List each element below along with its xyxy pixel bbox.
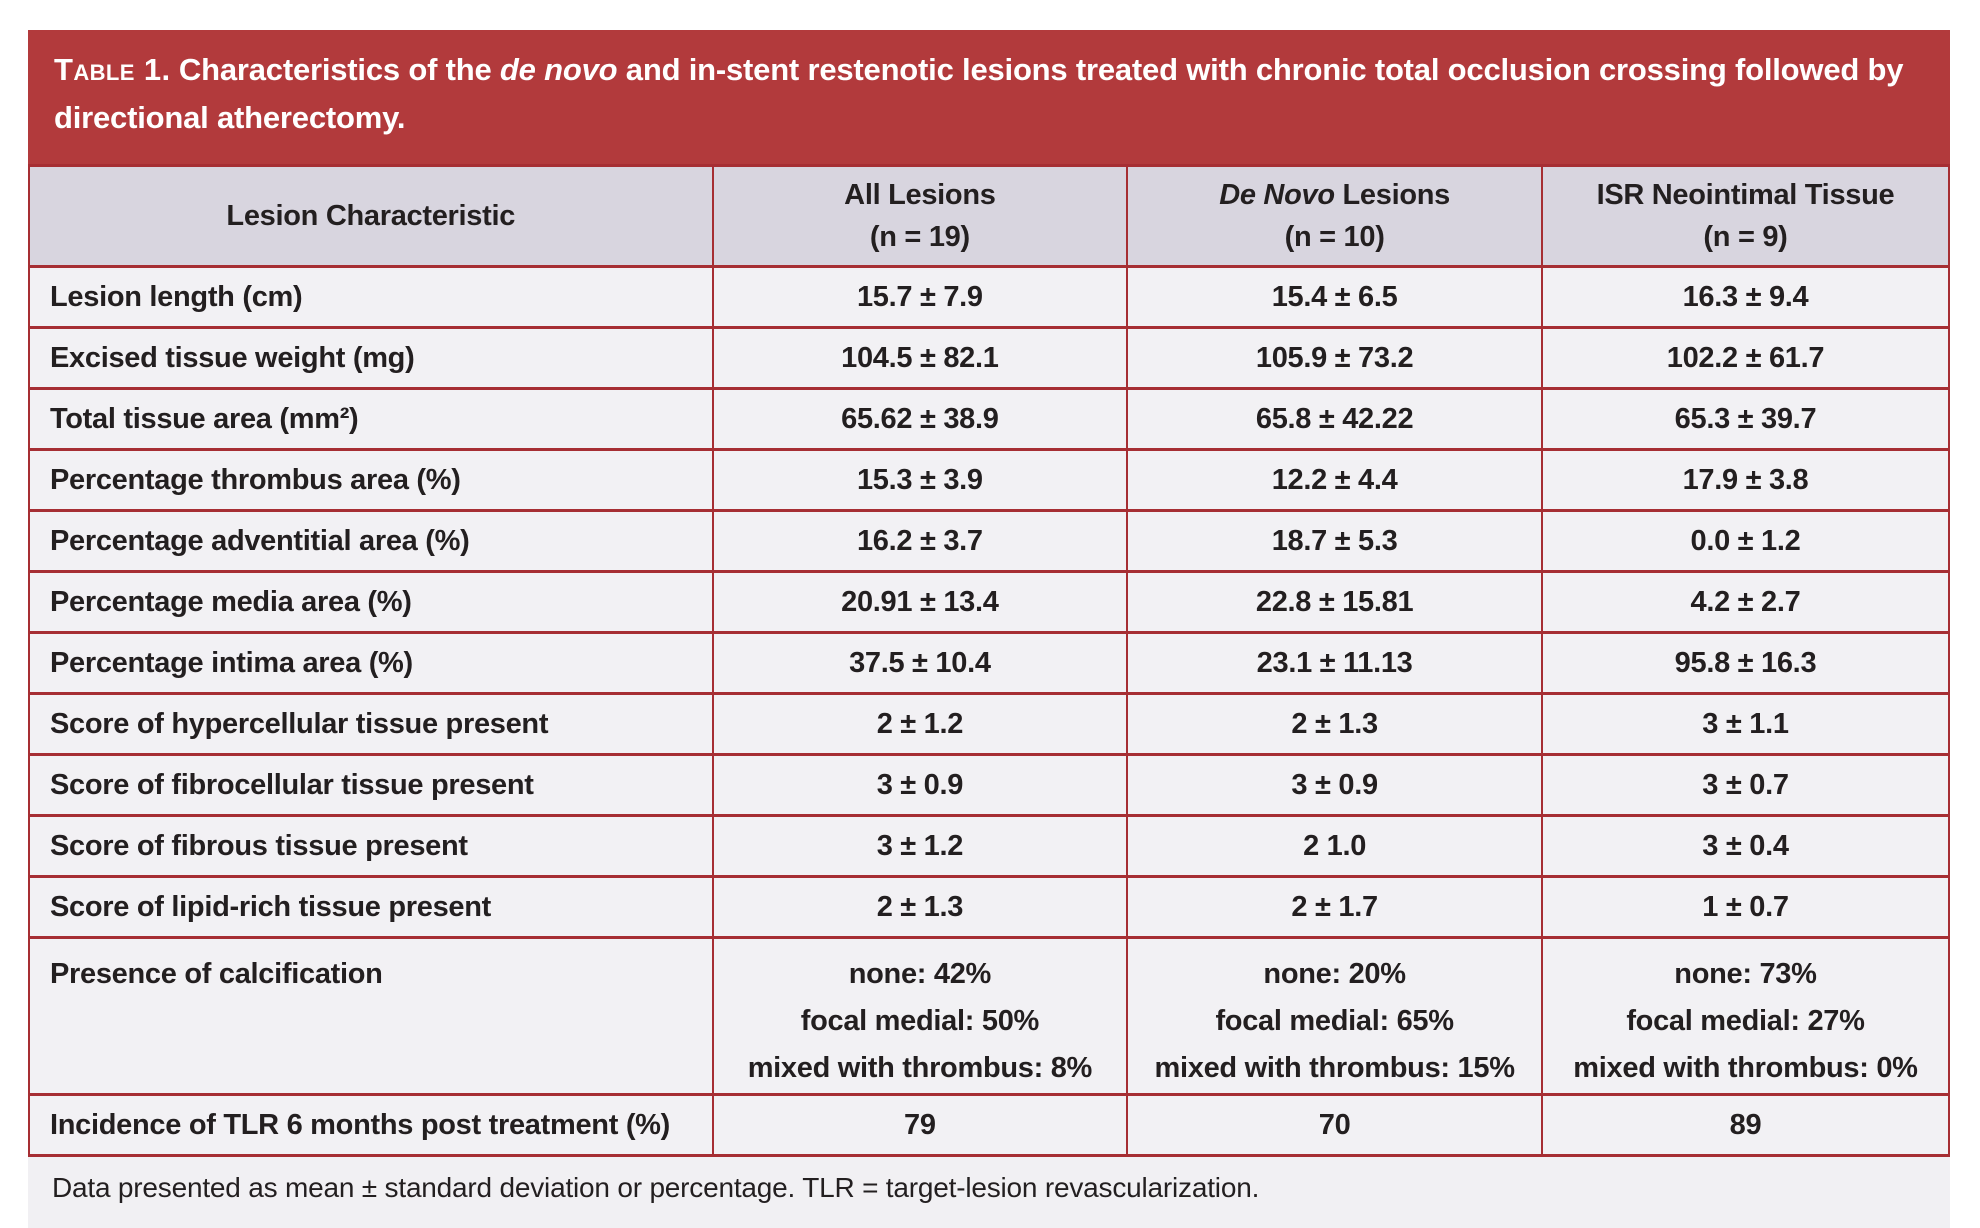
lesion-characteristics-table: Lesion Characteristic All Lesions (n = 1… [28, 164, 1951, 1157]
value-cell-all: 16.2 ± 3.7 [711, 509, 1129, 574]
row-label-cell: Presence of calcification [28, 936, 714, 1096]
value-cell-isr: 102.2 ± 61.7 [1540, 326, 1951, 391]
value-cell-all: 20.91 ± 13.4 [711, 570, 1129, 635]
table-footnote: Data presented as mean ± standard deviat… [28, 1157, 1950, 1228]
table-row: Score of lipid-rich tissue present 2 ± 1… [28, 875, 1951, 940]
row-label-cell: Incidence of TLR 6 months post treatment… [28, 1093, 714, 1157]
value-cell-de-novo: 65.8 ± 42.22 [1126, 387, 1543, 452]
value-cell-de-novo: 2 1.0 [1126, 814, 1543, 879]
value-cell-de-novo: 3 ± 0.9 [1126, 753, 1543, 818]
table-row: Percentage intima area (%) 37.5 ± 10.4 2… [28, 631, 1951, 696]
value-cell-all: 65.62 ± 38.9 [711, 387, 1129, 452]
value-cell-all: 15.7 ± 7.9 [711, 265, 1129, 330]
value-cell-de-novo: 15.4 ± 6.5 [1126, 265, 1543, 330]
value-cell-de-novo: 22.8 ± 15.81 [1126, 570, 1543, 635]
column-header-all-lesions: All Lesions (n = 19) [711, 164, 1129, 269]
table-number: Table 1. [54, 52, 171, 87]
table-row: Score of fibrocellular tissue present 3 … [28, 753, 1951, 818]
column-header-lesion-characteristic: Lesion Characteristic [28, 164, 714, 269]
value-cell-isr: 95.8 ± 16.3 [1540, 631, 1951, 696]
table-title-text-2: and in-stent restenotic lesions treated … [54, 52, 1904, 136]
row-label-cell: Lesion length (cm) [28, 265, 714, 330]
header-row: Lesion Characteristic All Lesions (n = 1… [28, 164, 1951, 269]
row-label-cell: Total tissue area (mm²) [28, 387, 714, 452]
table-title-text-1: Characteristics of the [170, 52, 500, 87]
value-cell-all: 3 ± 0.9 [711, 753, 1129, 818]
value-cell-de-novo: 12.2 ± 4.4 [1126, 448, 1543, 513]
value-cell-all: none: 42% focal medial: 50% mixed with t… [711, 936, 1129, 1096]
table-title: Table 1. Characteristics of the de novo … [28, 30, 1950, 165]
table-figure: Table 1. Characteristics of the de novo … [28, 30, 1951, 1228]
row-label-cell: Score of lipid-rich tissue present [28, 875, 714, 940]
value-cell-all: 37.5 ± 10.4 [711, 631, 1129, 696]
value-cell-isr: 3 ± 0.4 [1540, 814, 1951, 879]
table-title-italic: de novo [499, 52, 618, 87]
row-label-cell: Percentage intima area (%) [28, 631, 714, 696]
row-label-cell: Percentage media area (%) [28, 570, 714, 635]
value-cell-isr: 17.9 ± 3.8 [1540, 448, 1951, 513]
table-row-calcification: Presence of calcification none: 42% foca… [28, 936, 1951, 1096]
table-row: Percentage media area (%) 20.91 ± 13.4 2… [28, 570, 1951, 635]
value-cell-all: 104.5 ± 82.1 [711, 326, 1129, 391]
table-row-tlr: Incidence of TLR 6 months post treatment… [28, 1093, 1951, 1157]
table-row: Score of hypercellular tissue present 2 … [28, 692, 1951, 757]
table-row: Score of fibrous tissue present 3 ± 1.2 … [28, 814, 1951, 879]
table-row: Percentage adventitial area (%) 16.2 ± 3… [28, 509, 1951, 574]
value-cell-de-novo: none: 20% focal medial: 65% mixed with t… [1126, 936, 1543, 1096]
value-cell-de-novo: 2 ± 1.7 [1126, 875, 1543, 940]
value-cell-isr: 3 ± 0.7 [1540, 753, 1951, 818]
column-header-de-novo-lesions: De Novo Lesions (n = 10) [1126, 164, 1543, 269]
column-header-isr-neointimal-tissue: ISR Neointimal Tissue (n = 9) [1540, 164, 1951, 269]
value-cell-isr: 65.3 ± 39.7 [1540, 387, 1951, 452]
value-cell-all: 15.3 ± 3.9 [711, 448, 1129, 513]
value-cell-isr: 1 ± 0.7 [1540, 875, 1951, 940]
value-cell-de-novo: 23.1 ± 11.13 [1126, 631, 1543, 696]
value-cell-isr: 16.3 ± 9.4 [1540, 265, 1951, 330]
value-cell-de-novo: 2 ± 1.3 [1126, 692, 1543, 757]
table-row: Excised tissue weight (mg) 104.5 ± 82.1 … [28, 326, 1951, 391]
value-cell-isr: 4.2 ± 2.7 [1540, 570, 1951, 635]
value-cell-isr: 89 [1540, 1093, 1951, 1157]
row-label-cell: Excised tissue weight (mg) [28, 326, 714, 391]
row-label-cell: Percentage thrombus area (%) [28, 448, 714, 513]
value-cell-all: 79 [711, 1093, 1129, 1157]
value-cell-isr: 0.0 ± 1.2 [1540, 509, 1951, 574]
value-cell-de-novo: 18.7 ± 5.3 [1126, 509, 1543, 574]
row-label-cell: Score of fibrocellular tissue present [28, 753, 714, 818]
row-label-cell: Percentage adventitial area (%) [28, 509, 714, 574]
value-cell-de-novo: 70 [1126, 1093, 1543, 1157]
table-row: Percentage thrombus area (%) 15.3 ± 3.9 … [28, 448, 1951, 513]
value-cell-de-novo: 105.9 ± 73.2 [1126, 326, 1543, 391]
table-row: Total tissue area (mm²) 65.62 ± 38.9 65.… [28, 387, 1951, 452]
value-cell-all: 2 ± 1.2 [711, 692, 1129, 757]
table-row: Lesion length (cm) 15.7 ± 7.9 15.4 ± 6.5… [28, 265, 1951, 330]
row-label-cell: Score of hypercellular tissue present [28, 692, 714, 757]
row-label-cell: Score of fibrous tissue present [28, 814, 714, 879]
value-cell-isr: none: 73% focal medial: 27% mixed with t… [1540, 936, 1951, 1096]
value-cell-all: 3 ± 1.2 [711, 814, 1129, 879]
value-cell-all: 2 ± 1.3 [711, 875, 1129, 940]
value-cell-isr: 3 ± 1.1 [1540, 692, 1951, 757]
